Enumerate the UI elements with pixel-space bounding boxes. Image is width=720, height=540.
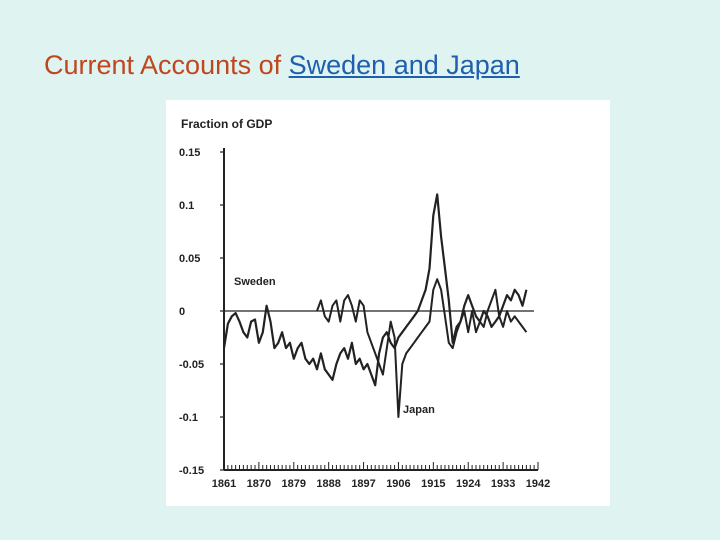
x-tick-label: 1861 [212, 478, 236, 490]
x-tick-label: 1888 [316, 478, 340, 490]
x-tick-label: 1897 [351, 478, 375, 490]
series-line-japan [316, 278, 528, 418]
x-tick-label: 1924 [456, 478, 481, 490]
y-tick-label: -0.1 [179, 412, 198, 424]
y-tick-label: 0.1 [179, 200, 194, 212]
y-tick-label: -0.15 [179, 465, 204, 477]
slide-title: Current Accounts of Sweden and Japan [44, 50, 520, 81]
slide-title-link[interactable]: Sweden and Japan [288, 50, 520, 80]
x-tick-label: 1915 [421, 478, 445, 490]
y-tick-label: -0.05 [179, 359, 204, 371]
series-line-sweden [222, 193, 528, 387]
current-account-chart: Fraction of GDP 0.15 0.1 0.05 0 -0.05 -0.1 -0.… [179, 117, 550, 490]
x-tick-label: 1942 [526, 478, 550, 490]
x-tick-label: 1933 [491, 478, 515, 490]
y-tick-label: 0.05 [179, 253, 200, 265]
x-tick-label: 1870 [247, 478, 271, 490]
y-tick-label: 0 [179, 306, 185, 318]
x-tick-label: 1879 [282, 478, 306, 490]
x-tick-label: 1906 [386, 478, 410, 490]
y-tick-label: 0.15 [179, 147, 200, 159]
series-label-japan: Japan [403, 404, 435, 416]
y-axis-label: Fraction of GDP [181, 117, 272, 131]
series-label-sweden: Sweden [234, 276, 276, 288]
chart-panel: Fraction of GDP 0.15 0.1 0.05 0 -0.05 -0.1 -0.… [166, 100, 610, 506]
slide-title-prefix: Current Accounts of [44, 50, 289, 80]
